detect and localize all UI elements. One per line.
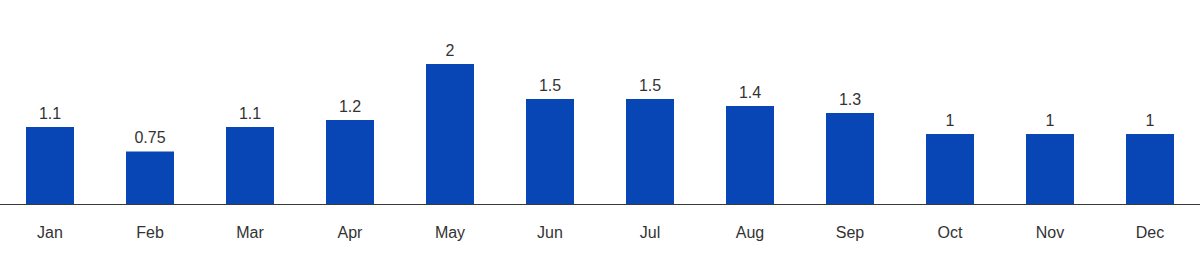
svg-text:Oct: Oct (938, 224, 963, 241)
svg-text:1.4: 1.4 (739, 84, 761, 101)
svg-text:1: 1 (946, 112, 955, 129)
svg-text:0.75: 0.75 (134, 129, 165, 146)
svg-text:1: 1 (1146, 112, 1155, 129)
svg-text:1: 1 (1046, 112, 1055, 129)
svg-text:Jul: Jul (640, 224, 660, 241)
svg-text:Dec: Dec (1136, 224, 1164, 241)
svg-text:1.2: 1.2 (339, 98, 361, 115)
svg-text:Feb: Feb (136, 224, 164, 241)
svg-text:Mar: Mar (236, 224, 264, 241)
svg-text:1.1: 1.1 (39, 105, 61, 122)
svg-text:Sep: Sep (836, 224, 865, 241)
svg-text:Nov: Nov (1036, 224, 1064, 241)
svg-text:May: May (435, 224, 465, 241)
svg-text:2: 2 (446, 42, 455, 59)
svg-text:1.5: 1.5 (539, 77, 561, 94)
svg-text:Jan: Jan (37, 224, 63, 241)
svg-text:Jun: Jun (537, 224, 563, 241)
svg-text:Apr: Apr (338, 224, 364, 241)
svg-text:1.3: 1.3 (839, 91, 861, 108)
svg-text:1.1: 1.1 (239, 105, 261, 122)
svg-text:1.5: 1.5 (639, 77, 661, 94)
svg-text:Aug: Aug (736, 224, 764, 241)
